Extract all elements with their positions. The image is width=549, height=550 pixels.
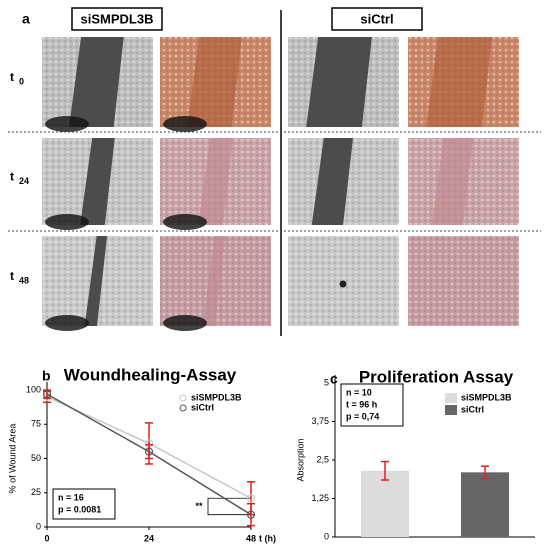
shadow: [163, 315, 207, 331]
bar: [461, 472, 509, 537]
marker: [246, 510, 256, 519]
shadow: [45, 214, 89, 230]
y-tick-label: 25: [31, 487, 41, 497]
x-tick-label: 0: [44, 533, 49, 543]
shadow: [45, 116, 89, 132]
shadow: [45, 315, 89, 331]
row-label-sub: 0: [19, 76, 24, 86]
legend-marker: [179, 394, 187, 402]
x-tick-label: 24: [144, 533, 154, 543]
marker: [144, 447, 154, 456]
legend-label: siCtrl: [191, 402, 214, 412]
annotation: t = 96 h: [346, 399, 377, 409]
y-axis-label: Absorption: [295, 438, 305, 481]
y-axis-label: % of Wound Area: [7, 424, 17, 494]
header-box: [71, 7, 163, 31]
significance: **: [195, 501, 203, 511]
header-box: [331, 7, 423, 31]
wound: [202, 236, 226, 326]
error-bar: [43, 389, 51, 399]
chart-title: Proliferation Assay: [359, 367, 514, 386]
error-bar: [145, 444, 153, 460]
shadow: [163, 116, 207, 132]
panel-label: b: [42, 368, 51, 384]
wound: [306, 37, 372, 127]
row-label: t: [10, 269, 14, 283]
wound-remnant: [339, 280, 347, 288]
error-bar: [481, 465, 489, 480]
wound: [198, 138, 233, 225]
y-tick-label: 5: [324, 377, 329, 387]
annotation-box: [340, 383, 404, 427]
row-label: t: [10, 70, 14, 84]
panel-label: c: [330, 371, 338, 387]
column-header: siSMPDL3B: [81, 11, 154, 26]
annotation: p = 0,74: [346, 411, 379, 421]
annotation: p = 0.0081: [58, 504, 101, 514]
y-tick-label: 100: [26, 384, 41, 394]
legend-label: siSMPDL3B: [461, 392, 512, 402]
wound: [426, 37, 492, 127]
x-axis-label: t (h): [259, 533, 276, 543]
shadow: [163, 214, 207, 230]
y-tick-label: 2,5: [316, 454, 329, 464]
y-tick-label: 1,25: [311, 493, 329, 503]
annotation-box: [52, 488, 116, 520]
column-header: siCtrl: [360, 11, 393, 26]
y-tick-label: 75: [31, 419, 41, 429]
significance-bracket: [207, 497, 251, 516]
legend-marker: [179, 404, 187, 412]
micrographs: [42, 37, 519, 331]
chart-title: Woundhealing-Assay: [64, 365, 237, 384]
y-tick-label: 0: [324, 531, 329, 541]
y-tick-label: 3,75: [311, 416, 329, 426]
row-label-sub: 24: [19, 176, 29, 186]
y-tick-label: 0: [36, 521, 41, 531]
legend-label: siCtrl: [461, 404, 484, 414]
panel-label: a: [22, 11, 30, 27]
row-label: t: [10, 170, 14, 184]
annotation: n = 10: [346, 387, 372, 397]
wound: [69, 37, 124, 127]
wound: [431, 138, 474, 225]
error-bar: [381, 460, 389, 481]
annotation: n = 16: [58, 492, 84, 502]
legend-swatch: [445, 405, 457, 415]
x-tick-label: 48: [246, 533, 256, 543]
wound: [311, 138, 354, 225]
legend-swatch: [445, 393, 457, 403]
error-bar: [247, 502, 255, 527]
y-tick-label: 50: [31, 453, 41, 463]
marker: [246, 494, 256, 503]
wound: [80, 138, 115, 225]
legend-label: siSMPDL3B: [191, 392, 242, 402]
wound: [187, 37, 242, 127]
wound: [84, 236, 108, 326]
cell-texture: [408, 236, 519, 326]
bar: [361, 470, 409, 537]
row-label-sub: 48: [19, 275, 29, 285]
marker: [42, 390, 52, 399]
